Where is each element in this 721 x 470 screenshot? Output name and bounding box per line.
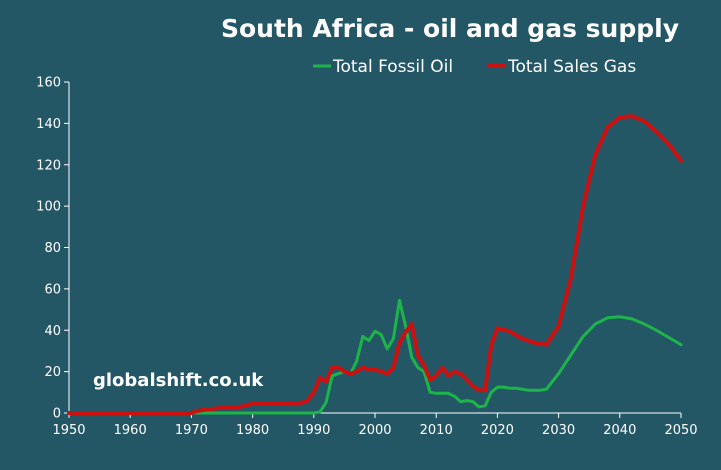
x-tick-label: 1960 — [114, 423, 147, 438]
legend-label-1: Total Sales Gas — [507, 57, 636, 77]
series-line-1 — [67, 114, 683, 415]
y-tick-label: 120 — [36, 158, 61, 173]
x-tick-label: 1950 — [52, 423, 85, 438]
x-tick-label: 2050 — [664, 423, 697, 438]
x-tick-label: 2010 — [420, 423, 453, 438]
x-tick-label: 1980 — [236, 423, 269, 438]
y-tick-label: 160 — [36, 76, 61, 91]
chart-title: South Africa - oil and gas supply — [221, 14, 679, 43]
x-tick-label: 2020 — [481, 423, 514, 438]
watermark-text: globalshift.co.uk — [93, 370, 264, 391]
x-tick-label: 2030 — [542, 423, 575, 438]
y-tick-label: 0 — [53, 407, 61, 422]
x-tick-label: 2040 — [603, 423, 636, 438]
series-line-0 — [67, 298, 683, 415]
y-tick-label: 80 — [44, 241, 61, 256]
x-tick-label: 1990 — [297, 423, 330, 438]
y-tick-label: 140 — [36, 117, 61, 132]
y-tick-label: 100 — [36, 200, 61, 215]
y-tick-label: 20 — [44, 365, 61, 380]
legend-label-0: Total Fossil Oil — [332, 57, 453, 77]
x-tick-label: 1970 — [175, 423, 208, 438]
y-tick-label: 40 — [44, 324, 61, 339]
y-tick-label: 60 — [44, 282, 61, 297]
x-tick-label: 2000 — [358, 423, 391, 438]
